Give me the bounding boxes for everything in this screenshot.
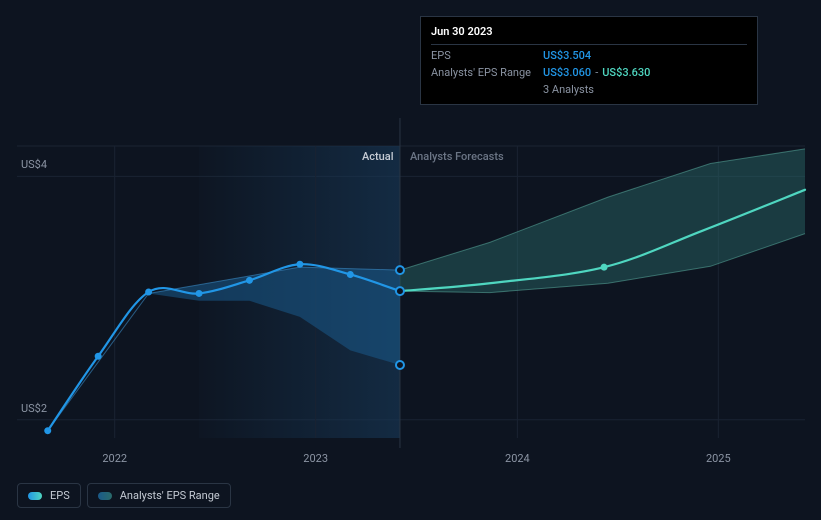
actual-label: Actual [362, 150, 394, 163]
tooltip-eps-label: EPS [431, 49, 543, 62]
legend-swatch-range [98, 492, 112, 500]
y-axis-label: US$4 [21, 158, 47, 171]
tooltip-row-range: Analysts' EPS Range US$3.060-US$3.630 [431, 62, 747, 79]
tooltip-eps-value: US$3.504 [543, 49, 591, 62]
tooltip-row-eps: EPS US$3.504 [431, 45, 747, 62]
legend-swatch-eps [28, 492, 42, 500]
legend-item-eps[interactable]: EPS [17, 483, 81, 508]
eps-chart: Jun 30 2023 EPS US$3.504 Analysts' EPS R… [17, 0, 805, 520]
tooltip-row-analysts: 3 Analysts [431, 79, 747, 96]
x-axis-label: 2025 [706, 452, 731, 465]
chart-svg [17, 146, 805, 438]
tooltip-date: Jun 30 2023 [431, 25, 747, 45]
legend-label-range: Analysts' EPS Range [120, 489, 220, 502]
tooltip-range-low: US$3.060 [543, 66, 591, 79]
chart-tooltip: Jun 30 2023 EPS US$3.504 Analysts' EPS R… [420, 16, 758, 105]
plot-area[interactable] [17, 146, 805, 438]
legend-label-eps: EPS [50, 489, 70, 502]
forecast-label: Analysts Forecasts [410, 150, 504, 163]
tooltip-range-high: US$3.630 [602, 66, 650, 79]
x-axis-label: 2024 [505, 452, 530, 465]
x-axis-label: 2023 [303, 452, 328, 465]
tooltip-analysts: 3 Analysts [543, 83, 594, 96]
legend-item-range[interactable]: Analysts' EPS Range [87, 483, 231, 508]
y-axis-label: US$2 [21, 402, 47, 415]
legend: EPS Analysts' EPS Range [17, 483, 231, 508]
x-axis-label: 2022 [102, 452, 127, 465]
tooltip-range-sep: - [591, 66, 602, 79]
tooltip-range-label: Analysts' EPS Range [431, 66, 543, 79]
